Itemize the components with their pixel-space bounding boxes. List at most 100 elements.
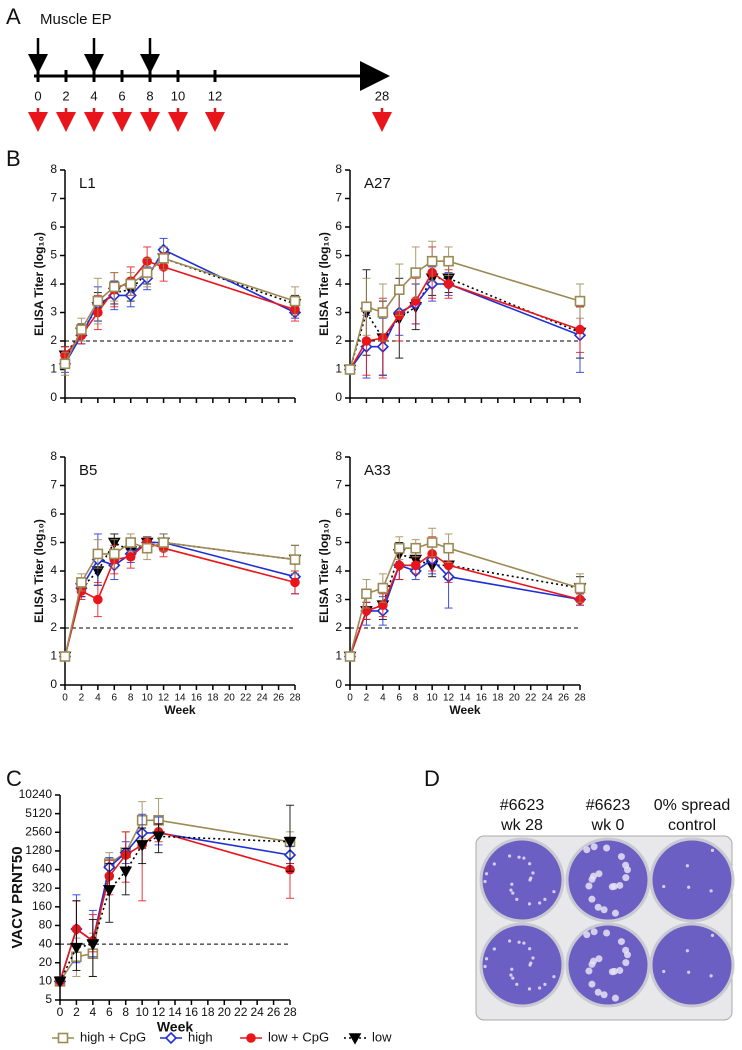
x-tick-label: 28 bbox=[289, 693, 301, 704]
x-tick-label: 22 bbox=[234, 1005, 248, 1019]
marker bbox=[164, 1031, 178, 1045]
y-tick-label: 1 bbox=[335, 362, 342, 376]
x-tick-label: 24 bbox=[257, 693, 269, 704]
plaque bbox=[588, 895, 596, 903]
chart: 0 1 2 3 4 5 6 7 8 ELISA Titer (log₁₀) A27 bbox=[317, 162, 587, 404]
plaque bbox=[543, 897, 547, 901]
x-tick-label: 4 bbox=[90, 1005, 97, 1019]
marker bbox=[125, 537, 137, 548]
plaque bbox=[588, 960, 596, 968]
legend-item: low + CpG bbox=[240, 1029, 329, 1044]
legend-label: high bbox=[188, 1029, 213, 1044]
x-tick-label: 22 bbox=[240, 693, 252, 704]
y-tick-label: 0 bbox=[335, 390, 342, 404]
plaque bbox=[484, 957, 489, 961]
y-tick-label: 7 bbox=[50, 478, 57, 492]
y-tick-label: 0 bbox=[335, 677, 342, 691]
y-tick-label: 7 bbox=[335, 191, 342, 205]
legend-item: low bbox=[344, 1029, 392, 1045]
marker bbox=[443, 279, 454, 289]
plaque bbox=[538, 901, 542, 905]
legend-marker bbox=[57, 1032, 69, 1044]
x-tick-label: 0 bbox=[57, 1005, 64, 1019]
timeline-week: 28 bbox=[375, 88, 389, 103]
x-tick-label: 20 bbox=[224, 693, 236, 704]
plaque bbox=[685, 864, 689, 868]
y-tick-label: 1 bbox=[335, 649, 342, 663]
chart-title: A27 bbox=[364, 175, 391, 192]
legend-item: high + CpG bbox=[52, 1029, 146, 1044]
plaque bbox=[528, 862, 532, 866]
marker bbox=[443, 255, 454, 267]
plaque bbox=[617, 938, 625, 946]
y-tick-label: 10 bbox=[39, 974, 53, 988]
marker bbox=[152, 831, 165, 843]
y-tick-label: 320 bbox=[32, 880, 52, 894]
y-tick-label: 5120 bbox=[25, 806, 52, 820]
timeline-week: 4 bbox=[90, 88, 97, 103]
marker bbox=[158, 253, 169, 264]
plaque bbox=[622, 861, 630, 869]
x-tick-label: 2 bbox=[79, 693, 85, 704]
marker bbox=[119, 866, 133, 878]
plate-label: wk 28 bbox=[500, 817, 543, 834]
y-tick-label: 1280 bbox=[25, 843, 52, 857]
x-axis-label: Week bbox=[164, 703, 195, 717]
x-tick-label: 20 bbox=[218, 1005, 232, 1019]
plaque bbox=[617, 853, 625, 861]
x-tick-label: 14 bbox=[459, 693, 471, 704]
plaque bbox=[484, 872, 489, 876]
y-tick-label: 7 bbox=[335, 478, 342, 492]
panel-label: B bbox=[6, 146, 21, 171]
plaque bbox=[509, 973, 513, 977]
plaque bbox=[483, 964, 487, 969]
y-tick-label: 3 bbox=[335, 305, 342, 319]
plaque bbox=[552, 975, 556, 979]
error-bar bbox=[72, 900, 81, 971]
y-tick-label: 2 bbox=[50, 620, 57, 634]
series-line bbox=[59, 835, 291, 982]
well bbox=[479, 922, 565, 1008]
well bbox=[649, 922, 735, 1008]
plaque bbox=[507, 854, 512, 858]
chart: 0 1 2 3 4 5 6 7 8 ELISA Titer (log₁₀) L1 bbox=[32, 162, 302, 404]
x-tick-label: 24 bbox=[250, 1005, 264, 1019]
y-tick-label: 8 bbox=[50, 449, 57, 463]
x-tick-label: 18 bbox=[201, 1005, 215, 1019]
plaque bbox=[595, 870, 603, 878]
y-tick-label: 640 bbox=[32, 862, 52, 876]
well bbox=[649, 837, 735, 923]
x-tick-label: 18 bbox=[207, 693, 219, 704]
y-tick-label: 20 bbox=[39, 955, 53, 969]
x-tick-label: 16 bbox=[476, 693, 488, 704]
y-axis-label: ELISA Titer (log₁₀) bbox=[32, 519, 46, 623]
x-axis-label: Week bbox=[449, 703, 480, 717]
plaque bbox=[511, 891, 515, 895]
marker bbox=[289, 295, 301, 307]
x-tick-label: 0 bbox=[347, 693, 353, 704]
y-tick-label: 3 bbox=[335, 592, 342, 606]
plaque bbox=[616, 966, 624, 974]
marker bbox=[59, 358, 71, 370]
x-tick-label: 8 bbox=[128, 693, 134, 704]
plaque bbox=[622, 874, 630, 882]
x-tick-label: 26 bbox=[558, 693, 570, 704]
plaque bbox=[590, 928, 598, 936]
plaque bbox=[588, 980, 596, 988]
y-axis-label: ELISA Titer (log₁₀) bbox=[317, 519, 331, 623]
plate-label: 0% spread bbox=[654, 797, 731, 814]
plaque bbox=[483, 879, 487, 884]
plaque bbox=[510, 882, 514, 886]
x-tick-label: 20 bbox=[509, 693, 521, 704]
marker bbox=[394, 560, 405, 571]
x-tick-label: 0 bbox=[62, 693, 68, 704]
marker bbox=[76, 324, 87, 335]
marker bbox=[125, 551, 136, 562]
plaque bbox=[515, 982, 519, 986]
chart-title: A33 bbox=[364, 462, 391, 479]
marker bbox=[57, 1032, 69, 1044]
